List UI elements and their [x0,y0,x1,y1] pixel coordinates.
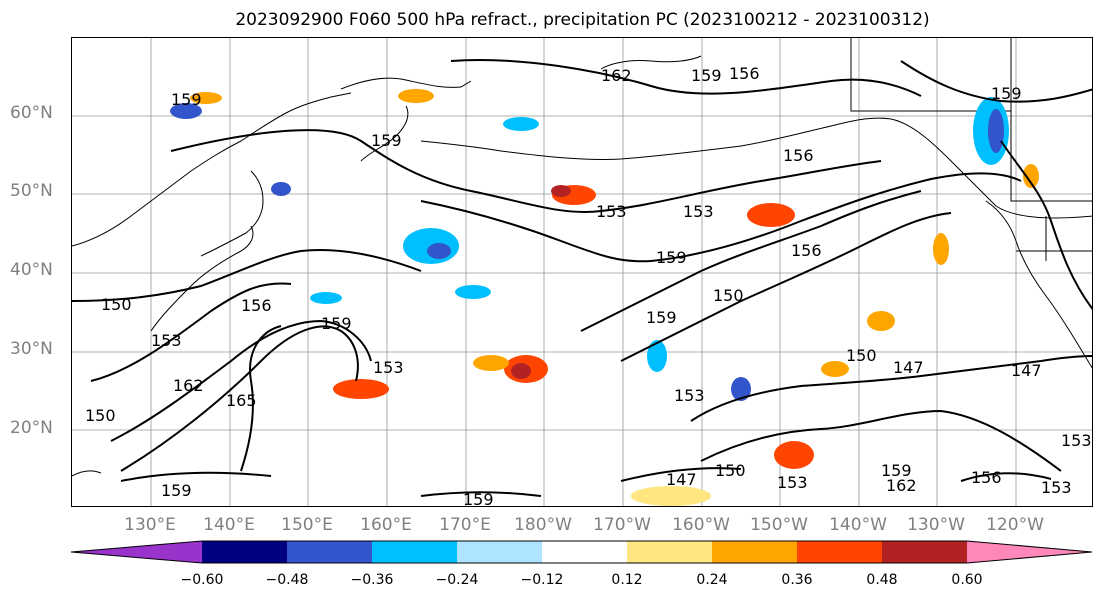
contour-label: 153 [683,202,714,221]
lon-label-160e: 160°E [360,515,412,535]
colorbar-segment [967,541,1092,563]
contour-label: 159 [463,490,494,507]
lon-label-120w: 120°W [986,515,1044,535]
contour-label: 153 [373,358,404,377]
contour-label: 156 [729,64,760,83]
lon-label-130e: 130°E [124,515,176,535]
lon-label-140w: 140°W [829,515,887,535]
contour-label: 150 [846,346,877,365]
contour-label: 150 [85,406,116,425]
contour-label: 156 [241,296,272,315]
contour-label: 165 [226,391,257,410]
colorbar-tick: 0.60 [951,572,983,588]
lon-label-150w: 150°W [750,515,808,535]
map-panel: 159 162 156 159 156 153 153 159 150 159 … [71,37,1093,507]
contour-label: 147 [666,470,697,489]
contour-label: 147 [1011,361,1042,380]
contour-label: 150 [101,295,132,314]
contour-label: 162 [173,376,204,395]
contour-label: 156 [783,146,814,165]
contour-label: 159 [171,90,202,109]
contour-label: 153 [1061,431,1092,450]
map-canvas: 159 162 156 159 156 153 153 159 150 159 … [72,38,1092,507]
contour-label-group: 159 162 156 159 156 153 153 159 150 159 … [85,64,1092,507]
lat-label-40n: 40°N [10,260,53,280]
graticule [72,38,1092,506]
colorbar-segment [372,541,457,563]
colorbar-tick: 0.24 [696,572,728,588]
lon-label-160w: 160°W [672,515,730,535]
colorbar-segment [627,541,712,563]
contour-label: 153 [777,473,808,492]
contour-label: 159 [646,308,677,327]
contour-label: 159 [321,314,352,333]
contour-label: 153 [151,331,182,350]
contour-label: 156 [971,468,1002,487]
colorbar-tick: −0.36 [350,572,394,588]
precip-shading [170,89,1039,506]
lon-label-150e: 150°E [281,515,333,535]
contour-label: 150 [713,286,744,305]
lat-label-60n: 60°N [10,103,53,123]
colorbar-segment [457,541,542,563]
contour-label: 153 [596,202,627,221]
lat-label-30n: 30°N [10,339,53,359]
colorbar-tick: 0.12 [611,572,643,588]
colorbar-tick: −0.12 [520,572,564,588]
lon-label-170e: 170°E [439,515,491,535]
colorbar-tick: −0.48 [265,572,309,588]
contour-label: 153 [674,386,705,405]
colorbar-segment [797,541,882,563]
lon-label-170w: 170°W [593,515,651,535]
colorbar-segment [202,541,287,563]
contour-label: 153 [1041,478,1072,497]
contour-label: 159 [881,461,912,480]
contour-label: 162 [601,66,632,85]
contour-label: 159 [991,84,1022,103]
contour-label: 150 [715,461,746,480]
lon-label-140e: 140°E [203,515,255,535]
contour-label: 147 [893,358,924,377]
lon-label-130w: 130°W [907,515,965,535]
contour-label: 162 [886,476,917,495]
lat-label-50n: 50°N [10,181,53,201]
lon-label-180w: 180°W [514,515,572,535]
colorbar-segment [287,541,372,563]
contour-label: 159 [371,131,402,150]
contour-label: 156 [791,241,822,260]
colorbar-segment [542,541,627,563]
colorbar-segment [882,541,967,563]
refractivity-contours [72,59,1092,497]
colorbar-segment [71,541,202,563]
colorbar-tick: −0.60 [180,572,224,588]
lat-label-20n: 20°N [10,418,53,438]
colorbar-tick: 0.36 [781,572,813,588]
map-title: 2023092900 F060 500 hPa refract., precip… [235,10,930,30]
contour-label: 159 [691,66,722,85]
contour-label: 159 [656,248,687,267]
colorbar-tick: 0.48 [866,572,898,588]
contour-label: 159 [161,481,192,500]
colorbar-tick: −0.24 [435,572,479,588]
colorbar [70,540,1093,564]
colorbar-segment [712,541,797,563]
coastlines [72,38,1092,477]
